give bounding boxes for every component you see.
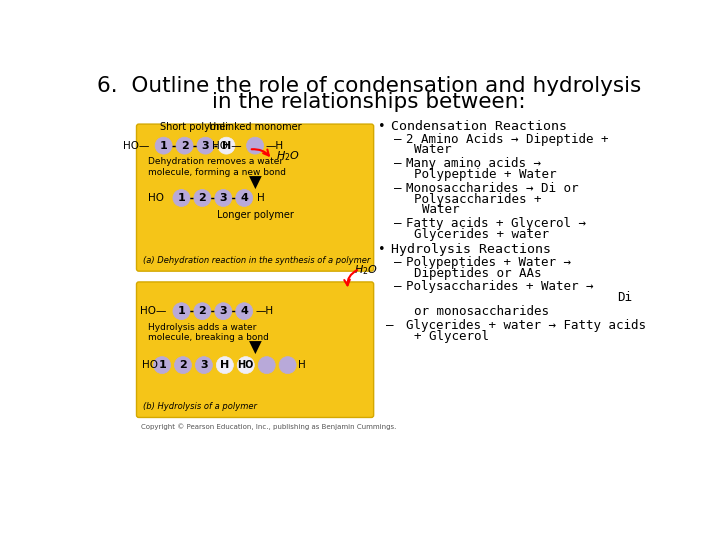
Text: 2: 2 <box>179 360 187 370</box>
Circle shape <box>215 303 232 320</box>
Text: Short polymer: Short polymer <box>161 122 230 132</box>
Text: –: – <box>394 256 401 269</box>
Text: Polypeptide + Water: Polypeptide + Water <box>414 168 557 181</box>
Text: (a) Dehydration reaction in the synthesis of a polymer: (a) Dehydration reaction in the synthesi… <box>143 256 370 265</box>
Text: H: H <box>256 193 264 203</box>
Text: HO—: HO— <box>122 140 149 151</box>
Text: Glycerides + water → Fatty acids: Glycerides + water → Fatty acids <box>406 319 647 332</box>
Circle shape <box>215 190 232 206</box>
Text: Water: Water <box>422 204 459 217</box>
Text: 4: 4 <box>240 193 248 203</box>
Text: HO —: HO — <box>212 140 242 151</box>
Circle shape <box>238 356 254 374</box>
Text: 1: 1 <box>178 193 185 203</box>
Text: $\mathit{H_2O}$: $\mathit{H_2O}$ <box>354 264 377 277</box>
Circle shape <box>174 356 192 374</box>
Circle shape <box>216 356 233 374</box>
Text: 3: 3 <box>220 306 227 316</box>
Text: –: – <box>394 157 401 170</box>
Circle shape <box>218 137 235 154</box>
Text: + Glycerol: + Glycerol <box>414 330 489 343</box>
Circle shape <box>246 137 264 154</box>
FancyBboxPatch shape <box>137 124 374 271</box>
Circle shape <box>279 356 296 374</box>
Text: 2: 2 <box>181 140 189 151</box>
Circle shape <box>235 303 253 320</box>
Text: •: • <box>378 120 386 133</box>
Text: –: – <box>386 319 394 332</box>
Circle shape <box>173 190 190 206</box>
Circle shape <box>195 356 212 374</box>
Text: Many amino acids →: Many amino acids → <box>406 157 541 170</box>
Text: HO: HO <box>142 360 158 370</box>
Text: –: – <box>394 217 401 230</box>
Text: ▼: ▼ <box>248 339 261 357</box>
Text: H: H <box>220 360 230 370</box>
Text: Water: Water <box>414 143 451 157</box>
Text: Fatty acids + Glycerol →: Fatty acids + Glycerol → <box>406 217 586 230</box>
Text: Unlinked monomer: Unlinked monomer <box>209 122 302 132</box>
Text: H: H <box>299 360 306 370</box>
Text: 3: 3 <box>220 193 227 203</box>
Text: —H: —H <box>255 306 273 316</box>
Text: 3: 3 <box>202 140 210 151</box>
Text: HO: HO <box>148 193 163 203</box>
Text: –: – <box>394 280 401 293</box>
Text: Glycerides + water: Glycerides + water <box>414 228 549 241</box>
Circle shape <box>197 137 214 154</box>
Text: —H: —H <box>266 140 284 151</box>
Text: or monosaccharides: or monosaccharides <box>414 305 549 318</box>
Text: Di: Di <box>618 291 632 304</box>
Text: 2: 2 <box>199 306 206 316</box>
Circle shape <box>176 137 193 154</box>
Text: HO: HO <box>238 360 254 370</box>
Circle shape <box>194 190 211 206</box>
Text: Polypeptides + Water →: Polypeptides + Water → <box>406 256 571 269</box>
Text: in the relationships between:: in the relationships between: <box>212 92 526 112</box>
Text: HO—: HO— <box>140 306 167 316</box>
Text: Condensation Reactions: Condensation Reactions <box>391 120 567 133</box>
Text: 1: 1 <box>158 360 166 370</box>
Text: 1: 1 <box>178 306 185 316</box>
Text: 6.  Outline the role of condensation and hydrolysis: 6. Outline the role of condensation and … <box>97 76 641 96</box>
Text: ▼: ▼ <box>248 174 261 192</box>
Text: •: • <box>378 244 386 256</box>
Circle shape <box>194 303 211 320</box>
Text: Hydrolysis Reactions: Hydrolysis Reactions <box>391 244 551 256</box>
Circle shape <box>153 356 171 374</box>
Text: $\mathit{H_2O}$: $\mathit{H_2O}$ <box>276 150 300 163</box>
Text: –: – <box>394 132 401 146</box>
Text: 4: 4 <box>240 306 248 316</box>
Text: 3: 3 <box>200 360 208 370</box>
Text: Monosaccharides → Di or: Monosaccharides → Di or <box>406 182 579 195</box>
Text: (b) Hydrolysis of a polymer: (b) Hydrolysis of a polymer <box>143 402 257 411</box>
Text: Copyright © Pearson Education, Inc., publishing as Benjamin Cummings.: Copyright © Pearson Education, Inc., pub… <box>141 423 397 429</box>
Text: Polysaccharides + Water →: Polysaccharides + Water → <box>406 280 594 293</box>
Circle shape <box>235 190 253 206</box>
Circle shape <box>258 356 275 374</box>
Circle shape <box>155 137 172 154</box>
Text: 1: 1 <box>160 140 168 151</box>
Text: –: – <box>394 182 401 195</box>
Text: Hydrolysis adds a water
molecule, breaking a bond: Hydrolysis adds a water molecule, breaki… <box>148 323 269 342</box>
Text: Longer polymer: Longer polymer <box>217 211 294 220</box>
Circle shape <box>173 303 190 320</box>
Text: H: H <box>222 140 231 151</box>
Text: 2: 2 <box>199 193 206 203</box>
FancyBboxPatch shape <box>137 282 374 417</box>
Text: 2 Amino Acids → Dipeptide +: 2 Amino Acids → Dipeptide + <box>406 132 608 146</box>
Text: Dipeptides or AAs: Dipeptides or AAs <box>414 267 541 280</box>
Text: Polysaccharides +: Polysaccharides + <box>414 193 541 206</box>
Text: Dehydration removes a water
molecule, forming a new bond: Dehydration removes a water molecule, fo… <box>148 157 286 177</box>
